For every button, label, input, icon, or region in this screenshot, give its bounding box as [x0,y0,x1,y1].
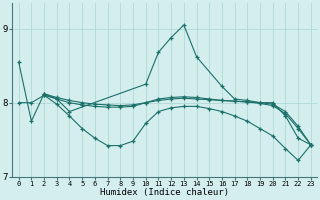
X-axis label: Humidex (Indice chaleur): Humidex (Indice chaleur) [100,188,229,197]
